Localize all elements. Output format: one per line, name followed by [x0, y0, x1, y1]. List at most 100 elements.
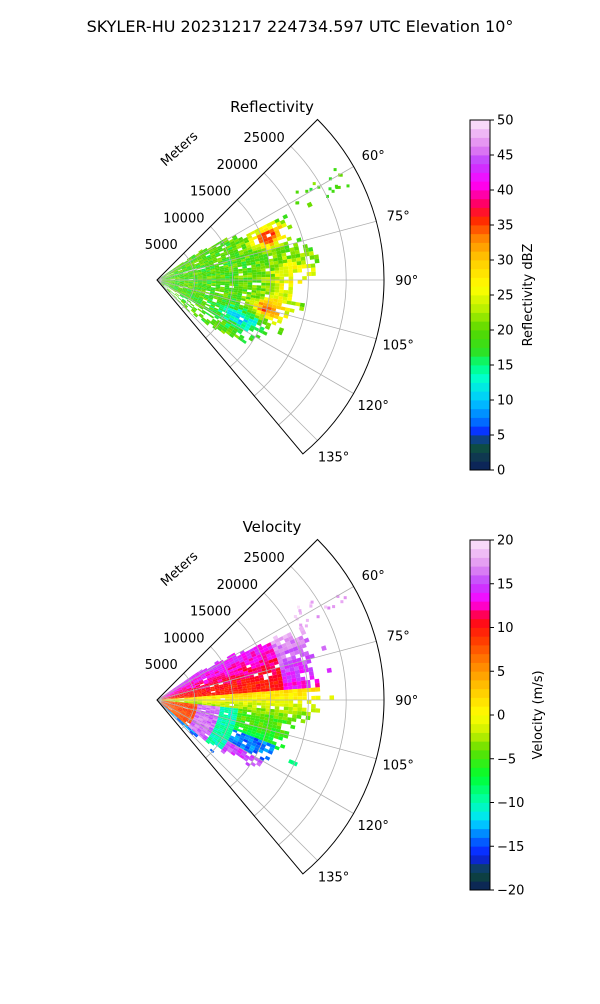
field-cell [211, 284, 216, 286]
field-cell [332, 605, 335, 608]
field-cell [315, 687, 320, 692]
field-cell [266, 694, 271, 697]
field-cell [230, 276, 235, 278]
field-cell [288, 262, 293, 266]
azimuth-tick-label: 105° [383, 339, 414, 354]
field-cell [270, 709, 275, 712]
field-cell [301, 257, 306, 261]
field-cell [257, 277, 262, 280]
field-cell [234, 284, 239, 286]
field-cell [265, 291, 270, 294]
colorbar-swatch [470, 654, 490, 663]
reflectivity-title: Reflectivity [230, 98, 314, 116]
colorbar-swatch [470, 741, 490, 750]
field-cell [274, 712, 279, 716]
field-cell [306, 716, 311, 720]
field-cell [202, 697, 207, 698]
colorbar-swatch [470, 715, 490, 724]
field-cell [211, 281, 216, 283]
field-cell [234, 272, 239, 274]
colorbar-swatch [470, 829, 490, 838]
field-cell [266, 271, 271, 274]
field-cell [289, 696, 294, 700]
field-cell [311, 272, 316, 276]
field-cell [239, 696, 244, 698]
field-cell [289, 693, 294, 697]
field-cell [295, 202, 298, 205]
colorbar-swatch [470, 418, 490, 427]
field-cell [279, 687, 284, 691]
colorbar-swatch [470, 584, 490, 593]
field-cell [257, 275, 262, 278]
field-cell [270, 712, 275, 716]
field-cell [256, 269, 261, 272]
field-cell [252, 288, 257, 291]
field-cell [238, 729, 243, 733]
field-cell [284, 693, 289, 697]
colorbar-swatch [470, 811, 490, 820]
field-cell [293, 711, 298, 715]
colorbar-swatch [470, 173, 490, 182]
field-cell [289, 280, 294, 284]
colorbar-swatch [470, 733, 490, 742]
field-cell [271, 700, 276, 703]
azimuth-tick-label: 120° [358, 399, 389, 414]
colorbar-swatch [470, 383, 490, 392]
field-cell [306, 680, 311, 684]
field-cell [292, 262, 297, 266]
field-cell [279, 703, 284, 707]
field-cell [275, 706, 280, 709]
field-cell [220, 283, 225, 285]
field-cell [252, 690, 257, 693]
field-cell [330, 695, 335, 700]
field-cell [275, 277, 280, 280]
colorbar-tick-label: 20 [497, 534, 514, 549]
field-cell [243, 702, 248, 705]
colorbar-swatch [470, 129, 490, 138]
colorbar-swatch [470, 120, 490, 129]
field-cell [270, 283, 275, 286]
field-cell [284, 703, 289, 707]
field-cell [266, 274, 271, 277]
field-cell [211, 697, 216, 699]
field-cell [347, 184, 350, 187]
field-cell [225, 696, 230, 698]
field-cell [202, 701, 207, 702]
field-cell [306, 712, 311, 716]
field-cell [279, 283, 284, 287]
colorbar-swatch [470, 846, 490, 855]
field-cell [297, 715, 302, 719]
field-cell [234, 286, 239, 288]
radial-tick-label: 20000 [217, 158, 258, 173]
field-cell [252, 695, 257, 698]
colorbar-swatch [470, 269, 490, 278]
field-cell [243, 275, 248, 278]
radial-tick-label: 20000 [217, 578, 258, 593]
field-cell [275, 694, 280, 697]
colorbar-swatch [470, 768, 490, 777]
colorbar-swatch [470, 566, 490, 575]
colorbar-swatch [470, 304, 490, 313]
field-cell [211, 695, 216, 697]
field-cell [248, 702, 253, 705]
colorbar-tick-label: 50 [497, 114, 514, 129]
field-cell [289, 283, 294, 287]
azimuth-tick-label: 60° [362, 149, 385, 164]
field-cell [230, 282, 235, 284]
field-cell [252, 275, 257, 278]
field-cell [298, 692, 303, 696]
field-cell [288, 269, 293, 273]
azimuth-tick-label: 120° [358, 819, 389, 834]
colorbar-swatch [470, 680, 490, 689]
field-cell [243, 273, 248, 276]
colorbar-tick-label: 15 [497, 359, 514, 374]
field-cell [216, 282, 221, 284]
field-cell [252, 692, 257, 695]
field-cell [302, 688, 307, 692]
field-cell [281, 306, 286, 310]
radial-tick-label: 5000 [145, 238, 178, 253]
colorbar-swatch [470, 181, 490, 190]
colorbar-tick-label: 30 [497, 254, 514, 269]
field-cell [171, 700, 176, 701]
